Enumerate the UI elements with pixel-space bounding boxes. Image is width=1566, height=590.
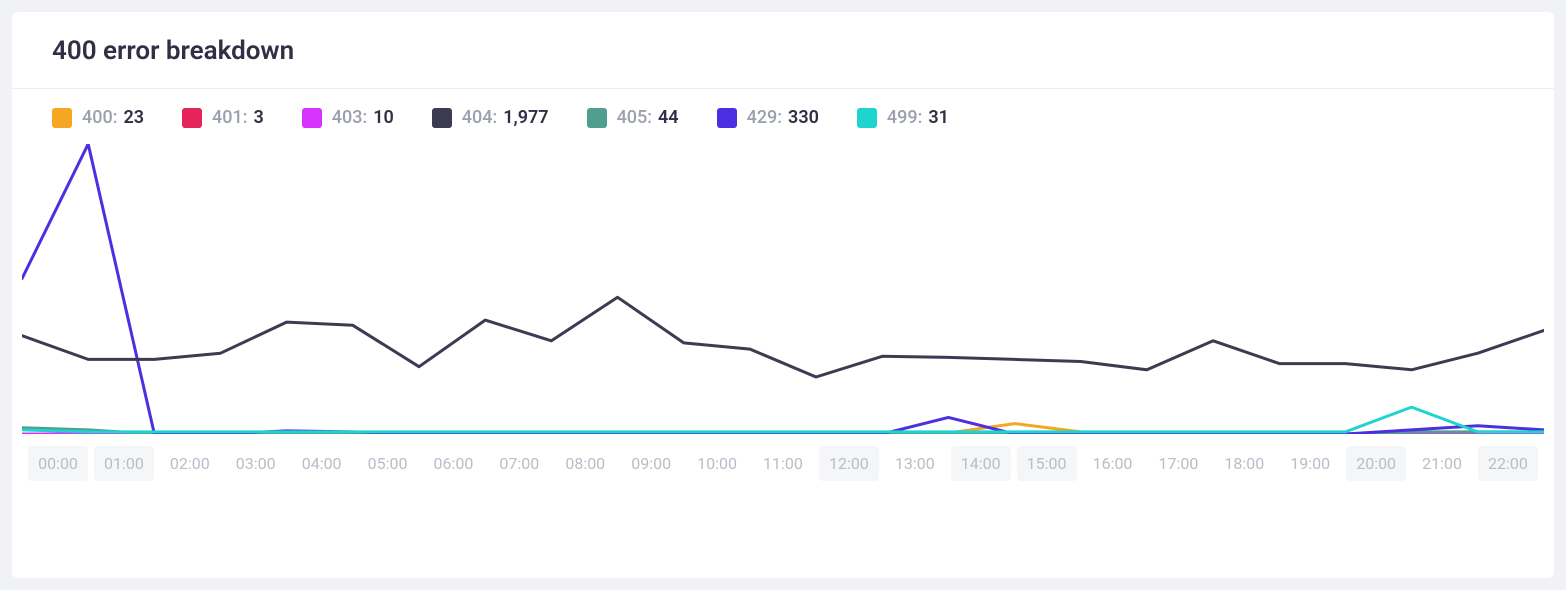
error-breakdown-card: 400 error breakdown 400: 23 401: 3 403: 10 404… (12, 12, 1554, 578)
line-chart-svg (22, 144, 1544, 434)
legend-item-405[interactable]: 405: 44 (587, 107, 679, 128)
legend-swatch (857, 108, 877, 128)
legend-item-403[interactable]: 403: 10 (302, 107, 394, 128)
x-tick: 02:00 (160, 446, 220, 481)
legend-swatch (52, 108, 72, 128)
legend-item-400[interactable]: 400: 23 (52, 107, 144, 128)
x-tick: 06:00 (423, 446, 483, 481)
legend-swatch (587, 108, 607, 128)
legend-count: 330 (788, 107, 819, 128)
legend-count: 31 (928, 107, 949, 128)
legend-count: 10 (373, 107, 394, 128)
legend-code: 499: (887, 107, 922, 128)
legend-count: 1,977 (503, 107, 548, 128)
legend-swatch (432, 108, 452, 128)
legend-code: 400: (82, 107, 117, 128)
series-line-499 (22, 407, 1544, 432)
x-tick: 09:00 (621, 446, 681, 481)
x-tick: 16:00 (1083, 446, 1143, 481)
x-tick: 19:00 (1280, 446, 1340, 481)
series-line-404 (22, 297, 1544, 377)
x-tick: 04:00 (292, 446, 352, 481)
x-tick: 12:00 (819, 446, 879, 481)
x-tick: 00:00 (28, 446, 88, 481)
legend-count: 23 (123, 107, 144, 128)
x-tick: 21:00 (1412, 446, 1472, 481)
x-tick: 14:00 (951, 446, 1011, 481)
legend-item-429[interactable]: 429: 330 (717, 107, 819, 128)
legend-count: 3 (253, 107, 263, 128)
legend-code: 405: (617, 107, 652, 128)
legend-count: 44 (658, 107, 679, 128)
x-tick: 01:00 (94, 446, 154, 481)
legend-item-499[interactable]: 499: 31 (857, 107, 949, 128)
x-tick: 22:00 (1478, 446, 1538, 481)
legend-code: 404: (462, 107, 497, 128)
x-tick: 17:00 (1148, 446, 1208, 481)
x-tick: 11:00 (753, 446, 813, 481)
legend-swatch (302, 108, 322, 128)
chart-legend: 400:23401:3403:10404:1,977405:44429:3304… (12, 89, 1554, 144)
x-tick: 13:00 (885, 446, 945, 481)
x-tick: 07:00 (489, 446, 549, 481)
x-tick: 10:00 (687, 446, 747, 481)
legend-code: 401: (212, 107, 247, 128)
series-line-429 (22, 144, 1544, 434)
chart-title: 400 error breakdown (12, 12, 1554, 88)
legend-swatch (717, 108, 737, 128)
x-axis: 00:0001:0002:0003:0004:0005:0006:0007:00… (22, 434, 1544, 481)
legend-code: 403: (332, 107, 367, 128)
x-tick: 15:00 (1017, 446, 1077, 481)
legend-code: 429: (747, 107, 782, 128)
x-tick: 08:00 (555, 446, 615, 481)
legend-swatch (182, 108, 202, 128)
chart-plot-area: 00:0001:0002:0003:0004:0005:0006:0007:00… (12, 144, 1554, 481)
legend-item-401[interactable]: 401: 3 (182, 107, 264, 128)
x-tick: 20:00 (1346, 446, 1406, 481)
x-tick: 05:00 (358, 446, 418, 481)
x-tick: 18:00 (1214, 446, 1274, 481)
x-tick: 03:00 (226, 446, 286, 481)
legend-item-404[interactable]: 404: 1,977 (432, 107, 549, 128)
